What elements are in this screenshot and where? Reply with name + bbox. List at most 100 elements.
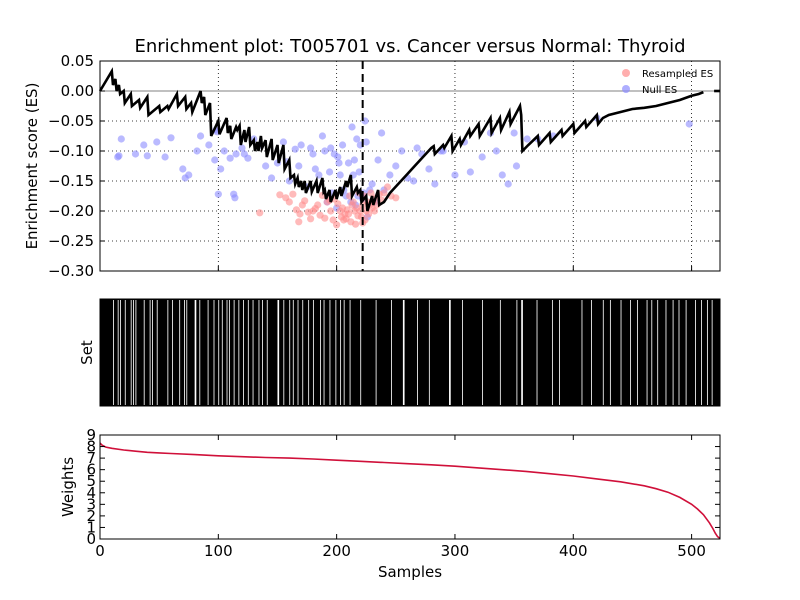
null-es-point bbox=[205, 141, 213, 149]
enrichment-panel: 0.05 0.00 −0.05 −0.10 −0.15 −0.20 −0.25 −0.30 E… bbox=[23, 52, 721, 280]
set-barcode-gap bbox=[135, 300, 137, 405]
set-barcode-gap bbox=[297, 300, 299, 405]
null-es-point bbox=[353, 135, 361, 143]
resampled-es-point bbox=[340, 216, 348, 224]
resampled-es-point bbox=[364, 210, 373, 218]
set-barcode-gap bbox=[113, 300, 114, 405]
set-barcode-gap bbox=[349, 300, 351, 405]
figure-title: Enrichment plot: T005701 vs. Cancer vers… bbox=[135, 36, 686, 57]
set-barcode-gap bbox=[194, 300, 197, 405]
es-curve-line bbox=[98, 67, 704, 212]
legend-label-resampled: Resampled ES bbox=[642, 69, 713, 80]
null-es-point bbox=[153, 138, 161, 146]
null-es-point bbox=[318, 132, 327, 140]
set-barcode-gap bbox=[449, 300, 451, 405]
set-barcode-gap bbox=[277, 300, 280, 405]
enrichment-y-tick-label: −0.25 bbox=[48, 232, 94, 250]
resampled-es-point bbox=[295, 218, 303, 226]
null-es-point bbox=[214, 190, 222, 198]
null-es-point bbox=[523, 135, 531, 143]
null-es-point bbox=[179, 165, 187, 173]
weights-x-tick-label: 0 bbox=[95, 542, 105, 560]
weights-x-axis-label: Samples bbox=[378, 563, 442, 581]
set-barcode-gap bbox=[143, 300, 145, 405]
set-barcode-gap bbox=[243, 300, 244, 405]
null-es-point bbox=[350, 156, 358, 164]
set-barcode-gaps bbox=[113, 300, 713, 405]
weights-axes-frame bbox=[99, 434, 721, 540]
null-es-point bbox=[309, 150, 317, 158]
null-es-point bbox=[334, 153, 342, 161]
set-barcode-gap bbox=[252, 300, 254, 405]
weights-y-tick-label: 1 bbox=[86, 518, 96, 536]
set-barcode-gap bbox=[685, 300, 687, 405]
legend: Resampled ES Null ES bbox=[622, 69, 713, 96]
weights-y-tick-label: 0 bbox=[86, 530, 96, 548]
set-barcode-gap bbox=[199, 300, 201, 405]
set-barcode-gap bbox=[238, 300, 240, 405]
enrichment-y-tick-label: −0.20 bbox=[48, 202, 94, 220]
weights-y-tick-label: 9 bbox=[86, 426, 96, 444]
set-barcode-gap bbox=[591, 300, 592, 405]
set-barcode-gap bbox=[312, 300, 314, 405]
weights-y-tick-label: 4 bbox=[86, 484, 96, 502]
null-es-point bbox=[325, 168, 334, 176]
null-es-point bbox=[211, 156, 219, 164]
set-barcode-gap bbox=[323, 300, 325, 405]
null-es-point bbox=[425, 165, 433, 173]
set-barcode-gap bbox=[637, 300, 639, 405]
set-barcode-gap bbox=[551, 300, 553, 405]
weights-x-tick-label: 500 bbox=[677, 542, 706, 560]
null-es-point bbox=[413, 144, 421, 152]
null-es-point bbox=[386, 171, 394, 179]
set-barcode-gap bbox=[665, 300, 667, 405]
null-es-point bbox=[362, 138, 370, 146]
weights-x-tick-label: 100 bbox=[204, 542, 233, 560]
set-barcode-gap bbox=[149, 300, 151, 405]
null-es-point bbox=[348, 123, 356, 131]
null-es-point bbox=[279, 138, 287, 146]
set-barcode-gap bbox=[521, 300, 523, 405]
null-es-point bbox=[336, 171, 344, 179]
set-barcode-gap bbox=[120, 300, 121, 405]
null-es-point bbox=[161, 153, 169, 161]
null-es-point bbox=[185, 171, 193, 179]
null-es-point bbox=[297, 141, 305, 149]
set-barcode-gap bbox=[630, 300, 631, 405]
set-barcode-gap bbox=[167, 300, 169, 405]
null-es-point bbox=[167, 134, 175, 142]
null-es-point bbox=[512, 162, 521, 170]
weights-x-ticks: 0 100 200 300 400 500 bbox=[95, 435, 706, 560]
set-barcode-gap bbox=[213, 300, 215, 405]
set-barcode-gap bbox=[536, 300, 538, 405]
set-barcode-gap bbox=[620, 300, 622, 405]
weights-y-tick-label: 7 bbox=[86, 449, 96, 467]
resampled-es-point bbox=[370, 207, 379, 215]
set-barcode-gap bbox=[695, 300, 696, 405]
set-barcode-gap bbox=[247, 300, 249, 405]
set-barcode-gap bbox=[516, 300, 518, 405]
set-barcode-gap bbox=[559, 300, 560, 405]
null-es-point bbox=[193, 147, 201, 155]
resampled-es-point bbox=[392, 194, 400, 202]
null-es-point bbox=[335, 159, 343, 167]
null-es-point bbox=[392, 162, 400, 170]
set-barcode-gap bbox=[581, 300, 583, 405]
set-barcode-gap bbox=[117, 300, 119, 405]
set-barcode-gap bbox=[283, 300, 285, 405]
null-es-point bbox=[355, 168, 363, 176]
null-es-point bbox=[196, 132, 205, 140]
resampled-es-point bbox=[349, 198, 357, 206]
resampled-es-point bbox=[296, 210, 304, 218]
set-barcode-gap bbox=[335, 300, 337, 405]
set-barcode-gap bbox=[130, 300, 132, 405]
set-barcode-gap bbox=[391, 300, 392, 405]
weights-y-tick-label: 8 bbox=[86, 438, 96, 456]
null-es-point bbox=[510, 129, 518, 137]
set-barcode-gap bbox=[233, 300, 235, 405]
enrichment-y-tick-label: −0.10 bbox=[48, 142, 94, 160]
null-es-point bbox=[115, 152, 123, 160]
